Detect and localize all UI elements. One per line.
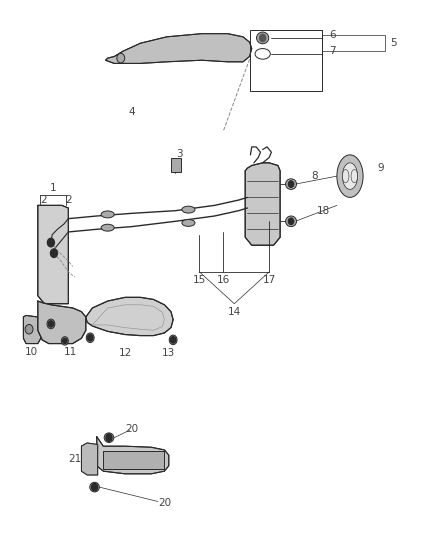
- Polygon shape: [38, 301, 86, 344]
- Polygon shape: [86, 297, 173, 336]
- Polygon shape: [81, 443, 98, 475]
- Bar: [103, 451, 164, 469]
- Ellipse shape: [169, 335, 177, 345]
- Circle shape: [288, 218, 293, 224]
- Ellipse shape: [257, 32, 269, 44]
- Text: 6: 6: [329, 30, 336, 41]
- Circle shape: [92, 483, 98, 491]
- Text: 5: 5: [390, 38, 397, 48]
- Circle shape: [170, 337, 176, 343]
- Ellipse shape: [101, 211, 114, 218]
- Ellipse shape: [61, 337, 68, 345]
- Polygon shape: [38, 205, 68, 304]
- Text: 2: 2: [65, 195, 72, 205]
- Bar: [250, 30, 321, 91]
- Text: 11: 11: [64, 346, 77, 357]
- Ellipse shape: [182, 206, 195, 213]
- Text: 16: 16: [217, 275, 230, 285]
- Circle shape: [106, 434, 112, 441]
- Text: 9: 9: [377, 163, 384, 173]
- Text: 14: 14: [228, 306, 241, 317]
- Ellipse shape: [182, 220, 195, 227]
- Text: 12: 12: [119, 348, 132, 358]
- Bar: [171, 158, 180, 172]
- Ellipse shape: [86, 333, 94, 343]
- Text: 15: 15: [193, 275, 206, 285]
- Ellipse shape: [343, 163, 357, 189]
- Polygon shape: [97, 437, 169, 474]
- Text: 8: 8: [312, 171, 318, 181]
- Ellipse shape: [90, 482, 99, 492]
- Ellipse shape: [337, 155, 363, 197]
- Circle shape: [88, 335, 93, 341]
- Ellipse shape: [117, 53, 125, 63]
- Circle shape: [50, 249, 57, 257]
- Polygon shape: [23, 316, 41, 344]
- Ellipse shape: [101, 224, 114, 231]
- Circle shape: [260, 34, 266, 42]
- Text: 13: 13: [162, 348, 175, 358]
- Circle shape: [48, 321, 53, 327]
- Text: 2: 2: [40, 195, 47, 205]
- Ellipse shape: [47, 319, 55, 329]
- Text: 21: 21: [68, 454, 81, 464]
- Text: 10: 10: [25, 346, 38, 357]
- Ellipse shape: [25, 325, 33, 334]
- Circle shape: [63, 338, 67, 344]
- Text: 4: 4: [128, 107, 135, 117]
- Polygon shape: [245, 163, 280, 245]
- Text: 3: 3: [177, 149, 183, 159]
- Text: 20: 20: [158, 498, 171, 508]
- Ellipse shape: [286, 179, 297, 189]
- Text: 1: 1: [50, 183, 57, 193]
- Text: 20: 20: [125, 424, 138, 434]
- Text: 18: 18: [317, 206, 330, 216]
- Circle shape: [47, 238, 54, 247]
- Text: 17: 17: [263, 275, 276, 285]
- Ellipse shape: [104, 433, 114, 442]
- Circle shape: [288, 181, 293, 187]
- Polygon shape: [106, 34, 252, 63]
- Ellipse shape: [286, 216, 297, 227]
- Text: 7: 7: [329, 46, 336, 56]
